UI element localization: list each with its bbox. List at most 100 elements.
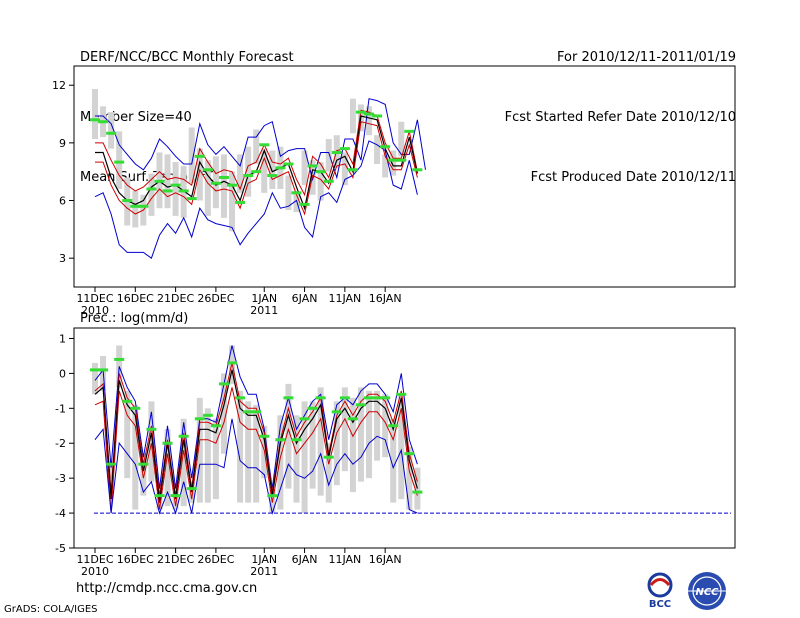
temp-median-day-12 [178, 189, 189, 193]
prec-line-p_high [94, 362, 418, 496]
temp-median-day-21 [251, 170, 262, 174]
temp-box-day-11 [172, 162, 179, 216]
prec-median-day-17 [218, 382, 229, 386]
prec-box-day-17 [220, 373, 227, 454]
prec-box-day-30 [325, 443, 332, 503]
temp-median-day-11 [170, 183, 181, 187]
prec-box-day-11 [172, 492, 179, 510]
temp-box-day-37 [382, 154, 389, 178]
temp-ytick-label-12: 12 [52, 79, 66, 92]
prec-median-day-38 [388, 424, 399, 428]
temp-box-day-29 [317, 162, 324, 201]
bcc-logo-text: BCC [649, 599, 671, 610]
temp-xtick-label-16DEC: 16DEC [117, 292, 154, 305]
temp-median-day-37 [380, 145, 391, 149]
temp-median-day-9 [154, 179, 165, 183]
temp-frame [73, 65, 736, 288]
prec-box-day-1 [92, 362, 98, 395]
temp-line-min [95, 98, 426, 182]
prec-median-day-20 [243, 410, 254, 414]
temp-ytick-label-6: 6 [59, 195, 66, 208]
prec-median-day-3 [106, 462, 117, 466]
forecast-period: For 2010/12/11-2011/01/19 [557, 50, 736, 65]
temp-median-day-29 [315, 170, 326, 174]
prec-box-day-8 [148, 401, 155, 482]
temp-median-day-5 [122, 199, 133, 203]
forecast-title: DERF/NCC/BCC Monthly Forecast [80, 50, 294, 65]
temp-box-day-39 [398, 121, 405, 157]
ncc-logo-text: NCC [695, 587, 719, 598]
prec-xtick-label-6JAN: 6JAN [292, 553, 318, 566]
temp-median-day-3 [106, 131, 117, 135]
temp-median-day-4 [114, 160, 125, 164]
bcc-logo: BCC [638, 570, 682, 614]
temp-median-day-22 [259, 143, 270, 147]
prec-median-day-9 [154, 494, 165, 498]
temp-box-day-32 [341, 152, 348, 186]
prec-median-day-19 [235, 396, 246, 400]
prec-median-day-5 [122, 399, 133, 403]
prec-ytick-label--1: -1 [55, 402, 66, 415]
prec-box-day-36 [374, 390, 381, 461]
temp-median-day-15 [202, 168, 213, 172]
bcc-logo-ring [647, 572, 673, 598]
prec-box-day-34 [357, 387, 364, 482]
temp-box-day-3 [108, 112, 115, 149]
prec-line-p_low [94, 387, 418, 514]
prec-box-day-27 [301, 401, 308, 514]
temp-box-day-35 [366, 106, 373, 136]
temp-box-day-30 [325, 139, 332, 172]
prec-box-day-10 [164, 429, 171, 507]
grads-credit: GrADS: COLA/IGES [4, 604, 98, 615]
prec-median-day-30 [323, 455, 334, 459]
prec-median-day-18 [227, 361, 238, 365]
prec-box-day-16 [212, 418, 219, 500]
header-right: For 2010/12/11-2011/01/19 Fcst Started R… [505, 8, 736, 208]
prec-median-day-34 [355, 403, 366, 407]
footer-url[interactable]: http://cmdp.ncc.cma.gov.cn [76, 581, 258, 596]
temp-median-day-13 [186, 197, 197, 201]
temp-box-day-20 [245, 146, 252, 197]
temp-xtick-label-11DEC: 11DEC [76, 292, 113, 305]
prec-median-day-29 [315, 396, 326, 400]
temp-median-day-2 [98, 120, 109, 124]
prec-box-day-33 [349, 397, 356, 493]
prec-median-day-23 [267, 494, 278, 498]
prec-line-max [94, 345, 418, 489]
started-date: Fcst Started Refer Date 2010/12/10 [504, 110, 736, 125]
temp-median-day-8 [146, 187, 157, 191]
prec-xtick-label-26DEC: 26DEC [197, 553, 234, 566]
temp-median-day-23 [267, 174, 278, 178]
prec-median-day-7 [138, 462, 149, 466]
temp-median-day-7 [138, 204, 149, 208]
prec-median-day-16 [210, 424, 221, 428]
temp-median-day-31 [331, 150, 342, 154]
prec-median-day-21 [251, 410, 262, 414]
prec-median-day-40 [404, 452, 415, 456]
temp-median-day-26 [291, 191, 302, 195]
prec-median-day-12 [178, 434, 189, 438]
prec-box-day-32 [341, 387, 348, 472]
prec-median-day-26 [291, 438, 302, 442]
prec-median-day-4 [114, 357, 125, 361]
prec-xtick-label-11JAN: 11JAN [328, 553, 361, 566]
temp-box-day-15 [204, 160, 211, 216]
prec-box-day-14 [196, 397, 203, 503]
temp-box-day-19 [237, 154, 244, 193]
prec-median-day-32 [339, 396, 350, 400]
temp-box-day-14 [196, 148, 203, 201]
temp-box-day-1 [92, 89, 98, 140]
prec-median-day-35 [364, 396, 375, 400]
temp-median-day-1 [90, 118, 100, 122]
prec-median-day-11 [170, 494, 181, 498]
temp-box-day-25 [285, 175, 292, 211]
temp-median-day-39 [396, 158, 407, 162]
temp-median-day-17 [218, 175, 229, 179]
temp-median-day-16 [210, 181, 221, 185]
temp-box-day-21 [253, 129, 260, 165]
prec-box-day-12 [180, 418, 187, 507]
prec-ytick-label-0: 0 [59, 367, 66, 380]
